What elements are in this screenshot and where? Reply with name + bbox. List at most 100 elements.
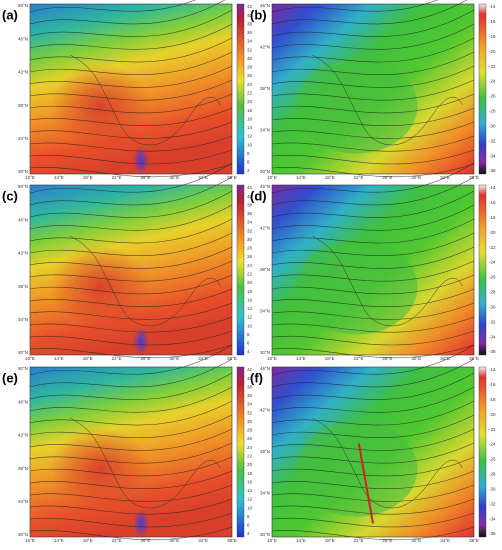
contour-line	[271, 163, 475, 178]
contour-line	[271, 23, 475, 50]
y-tick-label: 42°N	[18, 433, 28, 438]
y-tick-label: 42°N	[260, 408, 270, 413]
x-tick-label: 10°E	[25, 175, 35, 180]
y-tick-label: 46°N	[18, 217, 28, 222]
coastline	[70, 54, 221, 146]
colorbar-label: 20	[247, 99, 253, 104]
y-tick-label: 38°N	[260, 86, 270, 91]
colorbar-label: 40	[247, 376, 253, 381]
contour-line	[29, 456, 233, 477]
y-tick-label: 34°N	[260, 128, 270, 133]
x-tick-label: 34°E	[440, 538, 450, 543]
contour-line	[271, 498, 475, 515]
y-tick-label: 50°N	[18, 366, 28, 371]
panel-label: (b)	[250, 7, 267, 22]
colorbar-label: 34	[247, 39, 253, 44]
y-tick-label: 50°N	[18, 3, 28, 8]
colorbar-label: -16	[489, 19, 496, 24]
map-frame	[271, 366, 475, 538]
contour-line	[271, 470, 475, 489]
colorbar-label: 24	[247, 82, 253, 87]
colorbar-label: -18	[489, 397, 496, 402]
colorbar-label: -26	[489, 275, 496, 280]
y-tick-label: 30°N	[260, 169, 270, 174]
colorbar-label: -26	[489, 457, 496, 462]
contour-line	[29, 372, 233, 400]
x-tick-label: 34°E	[198, 538, 208, 543]
y-tick-label: 42°N	[260, 45, 270, 50]
colorbar-label: 32	[247, 47, 253, 52]
colorbar-label: 38	[247, 21, 253, 26]
y-tick-label: 30°N	[18, 350, 28, 355]
map-panel: 10°E 14°E 18°E 22°E 26°E 30°E 34°E 38°E50°N46°N…	[2, 0, 253, 180]
contour-line	[29, 400, 233, 426]
map-frame	[271, 184, 475, 356]
colorbar-label: 24	[247, 263, 253, 268]
contour-line	[29, 288, 233, 307]
contour-line	[271, 37, 475, 63]
contour-line	[29, 0, 196, 13]
x-tick-label: 18°E	[83, 356, 93, 361]
coastline	[312, 235, 463, 327]
colorbar-label: 24	[247, 445, 253, 450]
x-tick-label: 10°E	[267, 538, 277, 543]
coastline	[312, 54, 463, 146]
contour-line	[29, 107, 233, 126]
colorbar-label: -14	[489, 367, 496, 372]
colorbar-label: 10	[247, 323, 253, 328]
coastline	[312, 417, 463, 509]
y-tick-label: 34°N	[260, 309, 270, 314]
contour-line	[29, 428, 233, 451]
contour-line	[29, 232, 233, 256]
colorbar-label: 4	[247, 531, 250, 536]
contour-line	[271, 246, 475, 269]
contour-line	[271, 260, 475, 282]
contour-line	[271, 344, 475, 376]
contour-line	[271, 344, 475, 359]
colorbar-label: 8	[247, 332, 250, 337]
contour-line	[29, 0, 226, 25]
colorbar-label: 12	[247, 497, 253, 502]
y-tick-label: 30°N	[18, 532, 28, 537]
contour-line	[29, 414, 233, 438]
colorbar-label: 16	[247, 116, 253, 121]
x-tick-label: 38°E	[227, 538, 237, 543]
colorbar-label: -28	[489, 290, 496, 295]
map-panel: 10°E 14°E 18°E 22°E 26°E 30°E 34°E 38°E50°N46°N…	[2, 162, 253, 361]
colorbar-label: 16	[247, 297, 253, 302]
y-tick-label: 30°N	[18, 169, 28, 174]
x-tick-label: 10°E	[267, 175, 277, 180]
contour-line	[271, 414, 475, 438]
x-tick-label: 34°E	[198, 356, 208, 361]
y-tick-label: 46°N	[18, 399, 28, 404]
colorbar-label: 38	[247, 384, 253, 389]
colorbar-label: 30	[247, 237, 253, 242]
colorbar-label: -30	[489, 304, 496, 309]
contour-line	[271, 9, 475, 37]
y-tick-label: 30°N	[260, 532, 270, 537]
colorbar-label: 8	[247, 151, 250, 156]
contour-line	[29, 121, 233, 139]
map-frame	[29, 184, 233, 356]
colorbar-label: -24	[489, 442, 496, 447]
colorbar	[478, 3, 487, 175]
contour-line	[29, 358, 233, 388]
colorbar-label: 4	[247, 168, 250, 173]
coastline	[70, 417, 221, 509]
map-panel: 10°E 14°E 18°E 22°E 26°E 30°E 34°E 38°E46°N42°N…	[250, 0, 496, 180]
x-tick-label: 30°E	[169, 538, 179, 543]
panel-label: (d)	[250, 188, 267, 203]
contour-line	[29, 526, 233, 541]
colorbar	[478, 366, 487, 538]
contour-line	[29, 484, 233, 502]
green-core	[296, 58, 418, 154]
contour-line	[29, 274, 233, 295]
colorbar-label: 18	[247, 108, 253, 113]
x-tick-label: 18°E	[325, 538, 335, 543]
colorbar-label: 26	[247, 254, 253, 259]
y-tick-label: 34°N	[18, 136, 28, 141]
panel-label: (e)	[2, 370, 18, 385]
contour-line	[29, 65, 233, 88]
colorbar-label: -16	[489, 200, 496, 205]
colorbar-label: 38	[247, 202, 253, 207]
